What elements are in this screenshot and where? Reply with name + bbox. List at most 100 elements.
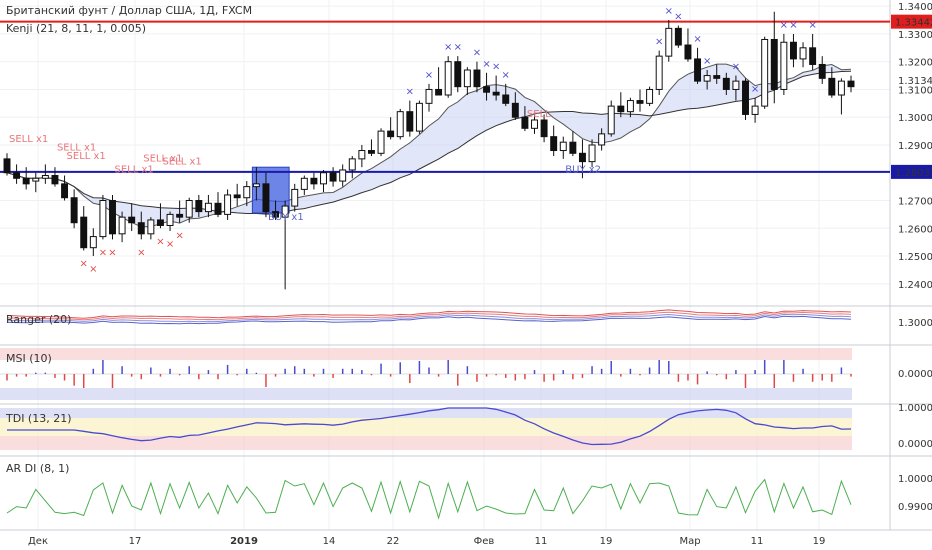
signal-label: SELL x1 <box>67 151 106 162</box>
candle-body <box>13 172 21 179</box>
candle-body <box>137 222 145 235</box>
candle-body <box>454 61 462 88</box>
candle-body <box>214 202 222 215</box>
candle-body <box>588 144 596 163</box>
candle-body <box>272 211 280 218</box>
indicator-label: Kenji (21, 8, 11, 1, 0.005) <box>6 22 146 35</box>
candle-body <box>70 197 78 224</box>
signal-label: BUY x2 <box>565 165 601 176</box>
candle-body <box>626 100 634 113</box>
candle-body <box>387 130 395 138</box>
zone-layer <box>0 20 890 228</box>
ranger-band <box>6 313 852 323</box>
panel-layer <box>0 309 852 520</box>
candle-body <box>195 200 203 213</box>
panel-label-ranger: Ranger (20) <box>6 313 71 326</box>
candle-body <box>502 94 510 104</box>
price-tick-label: 1.32000 <box>898 58 932 69</box>
tdi-upper-zone <box>0 408 852 418</box>
candle-body <box>559 141 567 152</box>
candle-body <box>569 141 577 154</box>
candle-body <box>233 194 241 199</box>
candle-body <box>41 175 49 179</box>
candle-body <box>396 111 404 138</box>
ranger-band <box>6 309 852 319</box>
signal-label: SELL x1 <box>9 134 48 145</box>
panel-tick-label: 0.9900 <box>898 502 932 513</box>
tdi-line <box>7 407 852 446</box>
resistance-tag-label: 1.33442 <box>895 18 932 29</box>
candle-body <box>636 100 644 104</box>
candle-body <box>348 158 356 171</box>
candle-body <box>617 105 625 113</box>
candle-body <box>818 63 826 79</box>
candle-body <box>128 216 136 224</box>
candle-body <box>252 183 260 188</box>
panel-tick-label: 1.3000 <box>898 318 932 329</box>
chart-title: Британский фунт / Доллар США, 1Д, FXCM <box>6 4 252 17</box>
x-tick-label: 11 <box>751 536 764 547</box>
support-tag <box>891 164 932 179</box>
candle-body <box>713 75 721 79</box>
msi-upper-zone <box>0 348 852 360</box>
candle-body <box>320 172 327 185</box>
sell-cross-marker: × <box>166 239 174 250</box>
buy-cross-marker: × <box>703 56 711 67</box>
candle-body <box>703 75 711 82</box>
x-tick-label: 11 <box>535 536 548 547</box>
x-tick-label: 22 <box>387 536 400 547</box>
candle-body <box>540 119 548 138</box>
candle-body <box>377 130 385 154</box>
x-tick-label: 19 <box>600 536 613 547</box>
candle-body <box>578 152 586 163</box>
panel-tick-label: 1.0000 <box>898 474 932 485</box>
candle-body <box>789 41 797 60</box>
candle-body <box>770 38 778 90</box>
buy-cross-marker: × <box>655 37 663 48</box>
candle-body <box>655 55 663 90</box>
candle-body <box>89 236 97 249</box>
sell-cross-marker: × <box>156 236 164 247</box>
sell-cross-marker: × <box>137 247 145 258</box>
price-tick-label: 1.26000 <box>898 224 932 235</box>
sell-cross-marker: × <box>108 247 116 258</box>
tdi-lower-zone <box>0 436 852 450</box>
candle-body <box>607 105 615 135</box>
tdi-mid-zone <box>0 418 852 436</box>
buy-cross-marker: × <box>674 12 682 23</box>
candle-body <box>742 80 749 115</box>
price-tick-label: 1.31000 <box>898 85 932 96</box>
ma-slow-line <box>6 70 852 215</box>
price-tick-label: 1.34000 <box>898 2 932 13</box>
candle-body <box>665 27 673 57</box>
panel-tick-label: 1.0000 <box>898 403 932 414</box>
signal-label: SELL x1 <box>162 156 201 167</box>
candle-body <box>799 47 807 60</box>
buy-cross-marker: × <box>780 20 788 31</box>
candle-body <box>166 213 174 226</box>
candle-body <box>329 172 337 182</box>
buy-cross-marker: × <box>406 87 414 98</box>
price-tick-label: 1.27000 <box>898 197 932 208</box>
panel-tick-label: 0.0000 <box>898 369 932 380</box>
candle-body <box>156 219 164 226</box>
candle-body <box>99 200 107 238</box>
panel-tick-label: 0.0000 <box>898 439 932 450</box>
candle-body <box>694 58 702 82</box>
candle-body <box>204 202 212 213</box>
candle-body <box>147 219 155 235</box>
signal-label: SELL x1 <box>143 154 182 165</box>
sell-cross-marker: × <box>89 264 97 275</box>
buy-cross-marker: × <box>789 20 797 31</box>
price-tick-label: 1.33000 <box>898 30 932 41</box>
candle-body <box>406 111 414 132</box>
candle-body <box>339 169 347 182</box>
x-tick-label: Дек <box>28 536 48 547</box>
candle-body <box>61 183 69 199</box>
highlight-box <box>251 166 290 214</box>
candle-body <box>463 69 471 88</box>
